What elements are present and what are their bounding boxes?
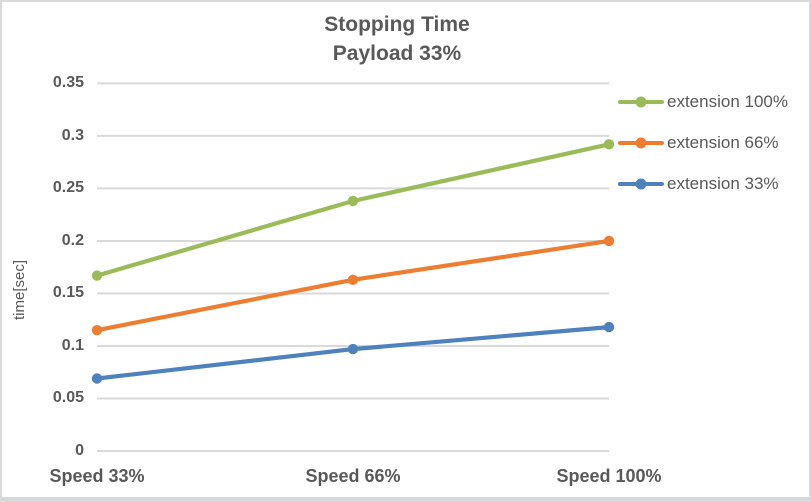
y-tick-label-0.3: 0.3 (61, 126, 84, 144)
legend-line-marker-icon (618, 96, 664, 107)
y-tick-label-0.1: 0.1 (61, 336, 84, 354)
legend-entry-extension-66: extension 66% (618, 129, 788, 156)
legend-label-extension-33: extension 33% (667, 173, 779, 193)
series-marker-extension-66-speed-33 (91, 325, 103, 336)
x-category-label-speed-66: Speed 66% (305, 466, 401, 486)
x-category-label-speed-100: Speed 100% (556, 466, 662, 486)
y-tick-label-0.25: 0.25 (52, 179, 84, 197)
series-marker-extension-33-speed-100 (603, 321, 615, 333)
series-line-extension-100 (94, 142, 612, 278)
series-marker-extension-100-speed-100 (603, 139, 615, 150)
y-tick-label-0.35: 0.35 (52, 74, 84, 92)
series-marker-extension-33-speed-33 (91, 373, 103, 384)
legend-dot-icon (635, 96, 647, 107)
window-bottom-edge (2, 497, 809, 500)
y-tick-label-0.05: 0.05 (52, 389, 84, 407)
y-tick-label-0.2: 0.2 (61, 231, 84, 249)
y-axis-title: time[sec] (11, 260, 28, 321)
legend: extension 100% extension 66% extension 33% (618, 88, 788, 211)
chart-title: Stopping Time (324, 13, 470, 36)
legend-label-extension-100: extension 100% (667, 91, 788, 111)
series-marker-extension-100-speed-33 (91, 270, 103, 281)
series-marker-extension-100-speed-66 (347, 195, 359, 207)
series-marker-extension-33-speed-66 (347, 343, 359, 355)
legend-dot-icon (635, 178, 647, 189)
chart-subtitle: Payload 33% (332, 42, 462, 65)
legend-entry-extension-33: extension 33% (618, 170, 788, 197)
legend-dot-icon (635, 137, 647, 148)
series-marker-extension-66-speed-66 (347, 274, 359, 285)
x-category-label-speed-33: Speed 33% (49, 466, 145, 486)
legend-line-marker-icon (618, 178, 664, 189)
series-marker-extension-66-speed-100 (603, 235, 615, 247)
legend-entry-extension-100: extension 100% (618, 88, 788, 115)
y-tick-label-0: 0 (75, 442, 84, 459)
y-tick-label-0.15: 0.15 (52, 284, 84, 302)
chart-title-block: Stopping Time Payload 33% (2, 10, 792, 68)
legend-label-extension-66: extension 66% (667, 132, 779, 152)
legend-line-marker-icon (618, 137, 664, 148)
